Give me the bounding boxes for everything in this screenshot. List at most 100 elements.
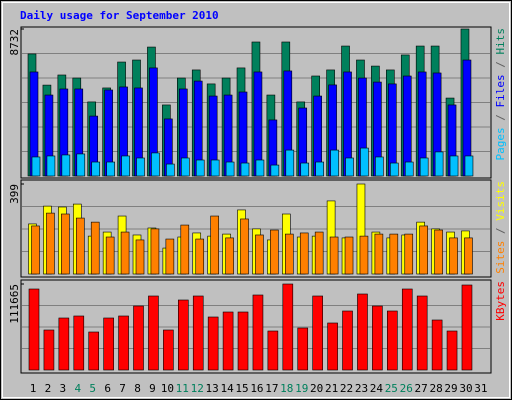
x-tick-label: 25 [385, 382, 398, 395]
bar [387, 310, 398, 371]
bar [446, 330, 458, 371]
legend-entry: Visits [494, 181, 507, 221]
y-tick-label: 8732 [8, 29, 21, 56]
bar [388, 83, 397, 177]
bar [357, 293, 368, 371]
bar [166, 163, 175, 177]
legend-entry: Sites [494, 241, 507, 274]
legend-entry: Files [494, 74, 507, 107]
bar [401, 288, 413, 371]
bar [240, 218, 249, 275]
bar [267, 330, 279, 371]
bar [222, 311, 234, 371]
x-tick-label: 14 [220, 382, 234, 395]
legend-separator: / [494, 108, 507, 128]
x-tick-label: 9 [149, 382, 156, 395]
bar [151, 152, 160, 177]
bar [148, 295, 159, 371]
bar [46, 212, 55, 275]
bar [270, 164, 280, 177]
bar [344, 236, 354, 275]
bar [75, 217, 85, 275]
chart-title: Daily usage for September 2010 [20, 9, 219, 22]
x-tick-label: 5 [89, 382, 96, 395]
bar [43, 329, 55, 371]
bar [118, 315, 129, 371]
x-tick-label: 4 [74, 382, 81, 395]
bar [210, 159, 220, 177]
bar [282, 283, 294, 371]
bar [31, 156, 41, 177]
bar [73, 315, 85, 371]
x-tick-label: 15 [235, 382, 248, 395]
y-tick-label: 111665 [8, 284, 21, 324]
bar [375, 156, 384, 177]
bar [374, 233, 384, 275]
x-tick-label: 8 [134, 382, 141, 395]
bar [207, 316, 219, 371]
legend-entry: Pages [494, 127, 507, 160]
bar [431, 319, 443, 371]
bar [330, 149, 339, 177]
bar [180, 224, 190, 275]
bar [434, 229, 443, 275]
x-tick-label: 6 [104, 382, 111, 395]
x-tick-label: 2 [45, 382, 52, 395]
bar [389, 233, 399, 275]
bar [434, 151, 444, 177]
bar [416, 295, 428, 371]
bar [299, 232, 309, 275]
legend-entry: Hits [494, 28, 507, 55]
bar [252, 294, 264, 371]
legend-entry: KBytes [494, 281, 507, 321]
bar [372, 305, 383, 371]
bar [285, 233, 294, 275]
bar [312, 295, 323, 371]
bar [315, 161, 324, 177]
bar [285, 149, 295, 177]
x-tick-label: 3 [60, 382, 67, 395]
bar [121, 155, 130, 177]
bar [345, 157, 354, 177]
x-tick-label: 31 [474, 382, 487, 395]
bar [402, 75, 412, 177]
bar [120, 231, 130, 275]
bar [342, 310, 353, 371]
bar [150, 228, 160, 275]
bar [178, 299, 189, 371]
bar [327, 322, 338, 371]
legend: KBytes [494, 281, 507, 321]
bar [103, 317, 114, 371]
bar [461, 284, 473, 371]
bar [135, 239, 145, 275]
x-tick-label: 12 [191, 382, 204, 395]
x-tick-label: 10 [161, 382, 174, 395]
x-tick-label: 26 [400, 382, 413, 395]
bar [419, 225, 428, 275]
bar [300, 162, 310, 177]
bar [329, 236, 339, 275]
x-tick-label: 27 [415, 382, 428, 395]
bar [419, 157, 429, 177]
x-tick-label: 29 [444, 382, 457, 395]
x-tick-label: 17 [265, 382, 278, 395]
x-tick-label: 30 [459, 382, 472, 395]
bar [360, 147, 369, 177]
bar [90, 221, 100, 275]
bar [58, 317, 70, 371]
y-tick-label: 399 [8, 184, 21, 204]
bar [270, 229, 279, 275]
bar [133, 305, 144, 371]
x-tick-label: 11 [176, 382, 189, 395]
bar [105, 236, 115, 275]
x-tick-label: 16 [250, 382, 263, 395]
x-tick-label: 1 [30, 382, 37, 395]
legend: Sites / Visits [494, 181, 507, 274]
bar [165, 238, 175, 275]
bar [210, 215, 219, 275]
bar [464, 237, 473, 275]
bar [61, 213, 70, 275]
bar [404, 233, 414, 275]
bar [61, 154, 71, 177]
